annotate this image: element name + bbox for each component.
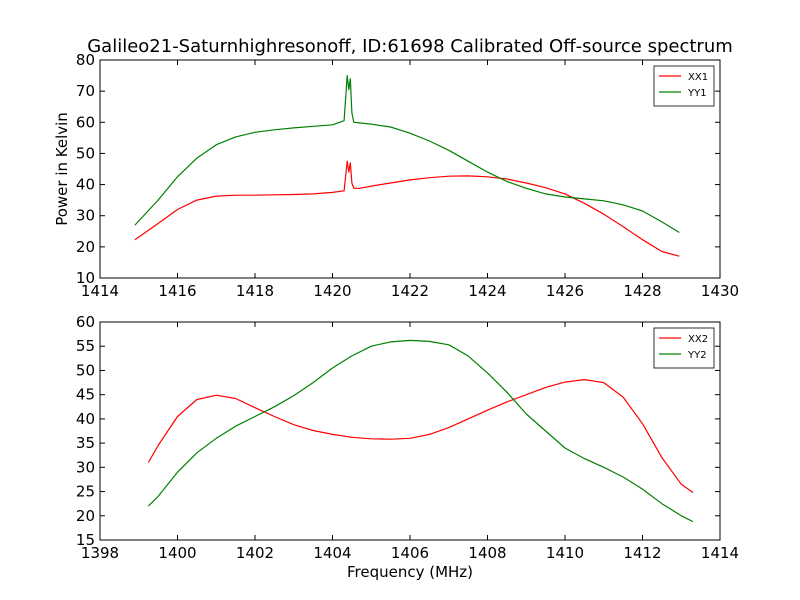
x-tick-label: 1416: [158, 282, 196, 300]
legend-label-yy1: YY1: [687, 88, 707, 99]
x-tick-label: 1418: [236, 282, 274, 300]
x-tick-label: 1428: [623, 282, 661, 300]
x-tick-label: 1422: [391, 282, 429, 300]
x-axis-label: Frequency (MHz): [347, 563, 473, 581]
y-tick-label: 70: [76, 82, 95, 100]
y-tick-label: 60: [76, 113, 95, 131]
bottom-subplot: 1398 1400 1402 1404 1406 1408 1410 1412 1414 15 20…: [76, 313, 739, 562]
figure-title: Galileo21-Saturnhighresonoff, ID:61698 C…: [87, 36, 733, 57]
y-tick-label: 20: [76, 507, 95, 525]
top-subplot: 1414 1416 1418 1420 1422 1424 1426 1428 1430 10 20…: [76, 51, 739, 300]
y-tick-label: 50: [76, 144, 95, 162]
y-tick-label: 25: [76, 483, 95, 501]
series-line-yy1: [134, 74, 680, 234]
legend-box: [653, 65, 715, 107]
y-tick-label: 40: [76, 410, 95, 428]
x-tick-label: 1430: [701, 282, 739, 300]
y-tick-label: 30: [76, 207, 95, 225]
x-tick-label: 1402: [236, 544, 274, 562]
x-tick-label: 1404: [313, 544, 351, 562]
y-tick-label: 40: [76, 176, 95, 194]
x-tick-label: 1426: [546, 282, 584, 300]
x-tick-label: 1406: [391, 544, 429, 562]
legend-label-xx2: XX2: [688, 334, 708, 345]
y-tick-label: 10: [76, 269, 95, 287]
y-tick-label: 60: [76, 313, 95, 331]
x-tick-label: 1414: [81, 282, 119, 300]
y-tick-label: 15: [76, 531, 95, 549]
series-line-xx2: [147, 379, 694, 493]
y-tick-label: 30: [76, 458, 95, 476]
series-line-yy2: [147, 339, 694, 523]
legend-box: [653, 327, 715, 369]
x-tick-label: 1420: [313, 282, 351, 300]
y-tick-label: 80: [76, 51, 95, 69]
legend-label-xx1: XX1: [688, 72, 708, 83]
x-tick-label: 1414: [701, 544, 739, 562]
y-tick-label: 35: [76, 434, 95, 452]
x-tick-label: 1424: [468, 282, 506, 300]
legend-label-yy2: YY2: [687, 350, 707, 361]
x-tick-label: 1408: [468, 544, 506, 562]
x-tick-label: 1400: [158, 544, 196, 562]
y-tick-label: 55: [76, 337, 95, 355]
x-tick-label: 1412: [623, 544, 661, 562]
x-tick-label: 1410: [546, 544, 584, 562]
y-tick-label: 45: [76, 386, 95, 404]
y-tick-label: 20: [76, 238, 95, 256]
x-tick-label: 1398: [81, 544, 119, 562]
y-axis-label: Power in Kelvin: [53, 112, 71, 226]
y-tick-label: 50: [76, 361, 95, 379]
